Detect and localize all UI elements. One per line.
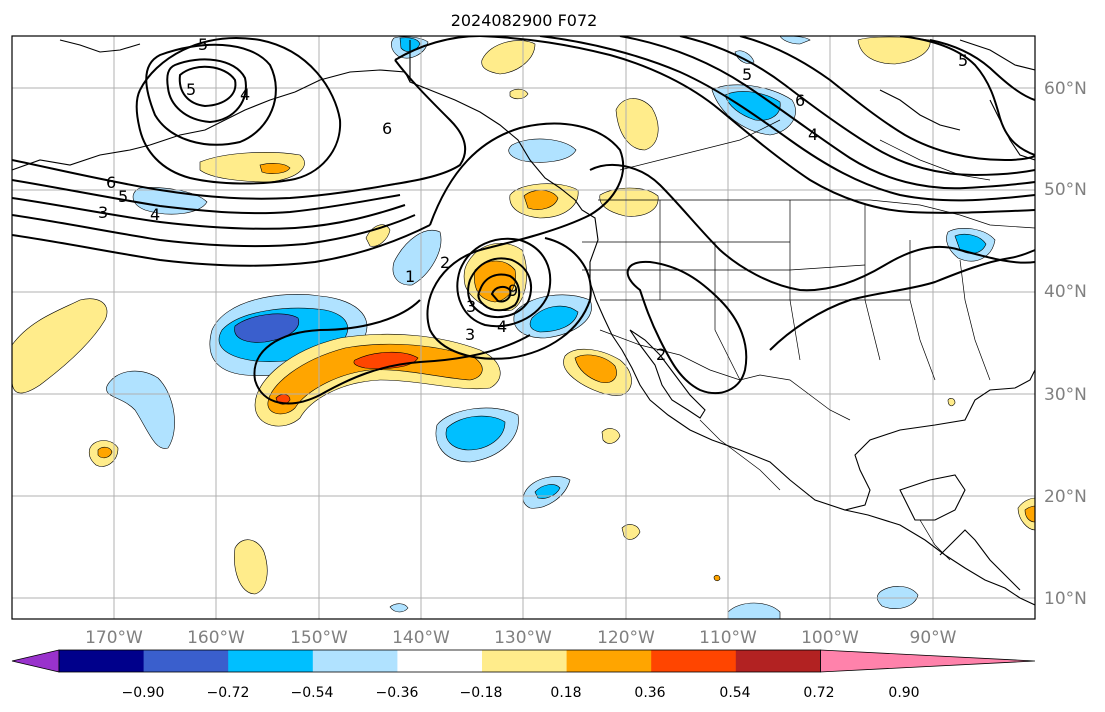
colorbar-tick-label: 0.72 <box>803 685 834 701</box>
positive-anomaly-region <box>947 398 956 407</box>
map-frame <box>11 35 1036 620</box>
map-area: 5 5 4 6 6 5 4 3 1 2 3 3 4 9 2 5 6 4 5 <box>12 35 1035 619</box>
lat-label: 30°N <box>1044 385 1087 405</box>
contour-label: 5 <box>186 80 196 99</box>
negative-anomaly-region <box>727 602 781 619</box>
colorbar-tick-label: −0.90 <box>122 685 165 701</box>
negative-anomaly-region <box>445 415 506 451</box>
positive-anomaly-region <box>574 354 617 383</box>
colorbar-extend-high <box>820 649 1036 673</box>
colorbar-tick-label: 0.18 <box>550 685 581 701</box>
contour-label: 4 <box>808 125 818 144</box>
colorbar-bin <box>59 650 145 672</box>
positive-anomaly-region <box>713 574 721 582</box>
lat-label: 60°N <box>1044 79 1087 99</box>
colorbar-bin <box>482 650 568 672</box>
colorbar-tick-label: 0.90 <box>888 685 919 701</box>
contour-label: 2 <box>440 253 450 272</box>
negative-anomaly-region <box>534 484 561 499</box>
positive-anomaly-region <box>97 446 113 459</box>
colorbar-bin <box>397 650 483 672</box>
longitude-labels: 170°W 160°W 150°W 140°W 130°W 120°W 110°… <box>85 628 957 648</box>
contour-label: 5 <box>118 187 128 206</box>
positive-anomaly-region <box>599 187 659 217</box>
colorbar-tick-labels: −0.90 −0.72 −0.54 −0.36 −0.18 0.18 0.36 … <box>122 685 920 701</box>
colorbar-extend-low <box>11 649 60 673</box>
positive-anomaly-region <box>259 163 291 174</box>
political-borders <box>409 40 1035 561</box>
contour-label: 4 <box>150 205 160 224</box>
graticule <box>12 36 1035 619</box>
contour-label: 3 <box>466 297 476 316</box>
negative-anomaly-region <box>106 370 175 449</box>
contour-label: 3 <box>465 325 475 344</box>
shaded-anomalies <box>12 36 1035 619</box>
lon-label: 160°W <box>187 628 245 648</box>
colorbar-tick-label: −0.72 <box>207 685 250 701</box>
contour-label: 6 <box>795 91 805 110</box>
colorbar-tick-label: −0.18 <box>460 685 503 701</box>
contour-label: 6 <box>106 173 116 192</box>
colorbar <box>11 649 1036 673</box>
lon-label: 170°W <box>85 628 143 648</box>
contour-label: 4 <box>240 85 250 104</box>
positive-anomaly-region <box>12 298 108 394</box>
lon-label: 110°W <box>699 628 757 648</box>
negative-anomaly-region <box>529 305 579 333</box>
negative-anomaly-region <box>734 50 755 64</box>
lon-label: 150°W <box>290 628 348 648</box>
lat-label: 20°N <box>1044 487 1087 507</box>
lon-label: 100°W <box>801 628 859 648</box>
positive-anomaly-region <box>1024 505 1035 523</box>
colorbar-bin <box>228 650 314 672</box>
contour-label: 4 <box>497 317 507 336</box>
lon-label: 120°W <box>597 628 655 648</box>
colorbar-tick-label: −0.36 <box>376 685 419 701</box>
contour-label: 6 <box>382 119 392 138</box>
contour-label: 5 <box>198 35 208 54</box>
negative-anomaly-region <box>392 230 442 286</box>
colorbar-bin <box>651 650 737 672</box>
positive-anomaly-region <box>234 539 268 595</box>
negative-anomaly-region <box>389 603 409 613</box>
positive-anomaly-region <box>601 428 621 444</box>
colorbar-tick-label: 0.36 <box>634 685 665 701</box>
contour-label: 9 <box>508 281 518 300</box>
negative-anomaly-region <box>234 313 300 343</box>
negative-anomaly-region <box>508 138 577 163</box>
contour-label: 1 <box>405 267 415 286</box>
lat-label: 40°N <box>1044 282 1087 302</box>
positive-anomaly-region <box>199 152 305 183</box>
coastlines <box>12 39 1035 606</box>
contour-label: 5 <box>742 65 752 84</box>
colorbar-bin <box>312 650 398 672</box>
contour-label: 3 <box>98 203 108 222</box>
lat-label: 10°N <box>1044 589 1087 609</box>
colorbar-outline <box>58 649 821 673</box>
contour-labels: 5 5 4 6 6 5 4 3 1 2 3 3 4 9 2 5 6 4 5 <box>98 35 968 364</box>
lon-label: 90°W <box>910 628 957 648</box>
colorbar-bin <box>143 650 229 672</box>
contours <box>12 36 1035 405</box>
positive-anomaly-region <box>523 189 559 210</box>
colorbar-bin <box>735 650 821 672</box>
positive-anomaly-region <box>857 36 931 65</box>
colorbar-tick-label: 0.54 <box>719 685 750 701</box>
map-title: 2024082900 F072 <box>451 11 598 30</box>
lon-label: 140°W <box>392 628 450 648</box>
lon-label: 130°W <box>494 628 552 648</box>
lat-label: 50°N <box>1044 180 1087 200</box>
colorbar-bin <box>566 650 652 672</box>
colorbar-tick-label: −0.54 <box>291 685 334 701</box>
contour-label: 2 <box>656 345 666 364</box>
latitude-labels: 60°N 50°N 40°N 30°N 20°N 10°N <box>1044 79 1087 609</box>
contour-label: 5 <box>958 51 968 70</box>
positive-anomaly-region <box>481 40 536 75</box>
